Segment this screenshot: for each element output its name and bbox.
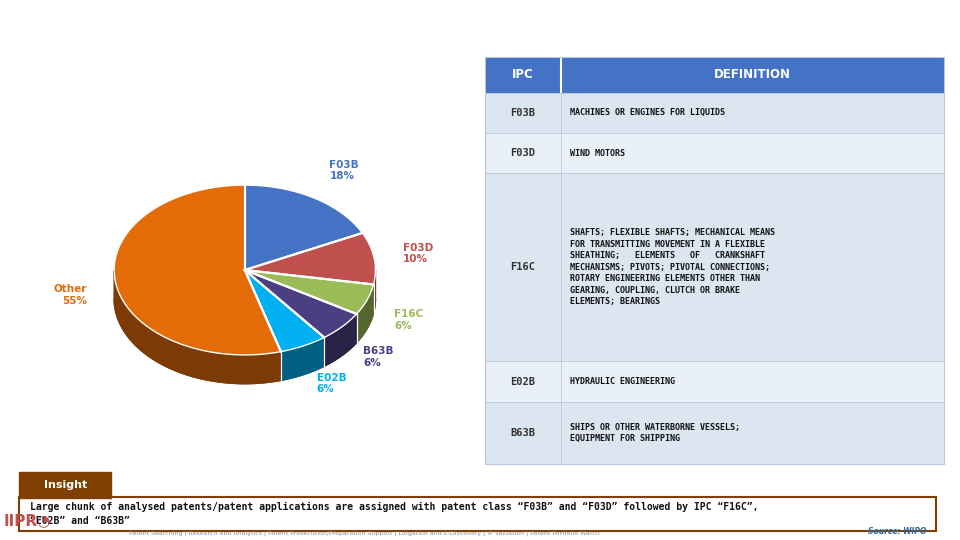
Text: Insight: Insight	[43, 480, 87, 490]
Polygon shape	[245, 233, 375, 285]
Text: F16C: F16C	[510, 262, 535, 272]
Text: SHIPS OR OTHER WATERBORNE VESSELS;
EQUIPMENT FOR SHIPPING: SHIPS OR OTHER WATERBORNE VESSELS; EQUIP…	[569, 423, 740, 443]
Polygon shape	[373, 270, 375, 313]
Polygon shape	[324, 314, 356, 366]
Polygon shape	[245, 270, 324, 352]
Bar	[485, 402, 944, 464]
Bar	[19, 471, 111, 498]
Text: B63B: B63B	[510, 428, 535, 438]
Text: MACHINES OR ENGINES FOR LIQUIDS: MACHINES OR ENGINES FOR LIQUIDS	[569, 108, 725, 117]
Polygon shape	[356, 285, 373, 343]
Polygon shape	[114, 299, 375, 384]
Text: F03D: F03D	[510, 148, 535, 158]
Text: F16C
6%: F16C 6%	[395, 309, 423, 330]
Bar	[485, 92, 944, 133]
Text: Patent Searching | Research and Analytics | Patent Prosecution/Preparation Suppo: Patent Searching | Research and Analytic…	[130, 530, 600, 536]
Text: F03D
10%: F03D 10%	[402, 243, 433, 265]
Polygon shape	[114, 270, 281, 384]
Text: Source: WIPO: Source: WIPO	[868, 526, 926, 536]
Bar	[485, 133, 944, 173]
Polygon shape	[245, 185, 363, 270]
Text: IIPR◔: IIPR◔	[3, 513, 51, 528]
Bar	[485, 57, 944, 92]
Text: Large chunk of analysed patents/patent applications are assigned with patent cla: Large chunk of analysed patents/patent a…	[31, 502, 758, 526]
Bar	[485, 361, 944, 402]
Text: SHAFTS; FLEXIBLE SHAFTS; MECHANICAL MEANS
FOR TRANSMITTING MOVEMENT IN A FLEXIBL: SHAFTS; FLEXIBLE SHAFTS; MECHANICAL MEAN…	[569, 228, 775, 306]
Text: E02B: E02B	[510, 376, 535, 387]
Text: WIND MOTORS: WIND MOTORS	[569, 148, 625, 158]
Polygon shape	[281, 338, 324, 380]
Text: DEFINITION: DEFINITION	[713, 68, 791, 81]
Bar	[19, 496, 936, 531]
Polygon shape	[245, 270, 373, 314]
Text: B63B
6%: B63B 6%	[364, 346, 394, 368]
Bar	[485, 173, 944, 361]
Text: F03B
18%: F03B 18%	[329, 159, 359, 181]
Text: IPC: IPC	[512, 68, 534, 81]
Text: 6. IPCs Based Trend Analysis: 6. IPCs Based Trend Analysis	[23, 22, 269, 37]
Text: F03B: F03B	[510, 107, 535, 118]
Text: Other
55%: Other 55%	[54, 284, 87, 306]
Polygon shape	[114, 185, 281, 355]
Text: HYDRAULIC ENGINEERING: HYDRAULIC ENGINEERING	[569, 377, 675, 386]
Polygon shape	[245, 270, 356, 338]
Text: E02B
6%: E02B 6%	[317, 373, 347, 394]
